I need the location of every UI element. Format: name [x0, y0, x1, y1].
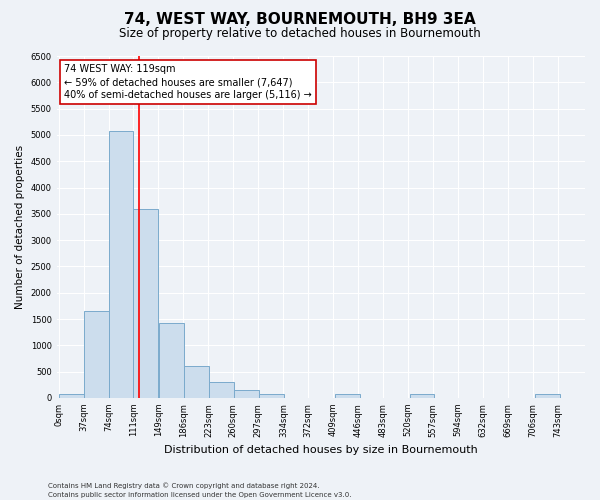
Bar [335, 394, 359, 398]
Text: 74 WEST WAY: 119sqm
← 59% of detached houses are smaller (7,647)
40% of semi-det: 74 WEST WAY: 119sqm ← 59% of detached ho… [64, 64, 312, 100]
Bar [259, 394, 284, 398]
Y-axis label: Number of detached properties: Number of detached properties [15, 145, 25, 309]
Bar [234, 390, 259, 398]
Bar [535, 394, 560, 398]
Bar [59, 394, 83, 398]
Text: Size of property relative to detached houses in Bournemouth: Size of property relative to detached ho… [119, 28, 481, 40]
Bar [184, 366, 209, 398]
X-axis label: Distribution of detached houses by size in Bournemouth: Distribution of detached houses by size … [164, 445, 478, 455]
Text: Contains HM Land Registry data © Crown copyright and database right 2024.: Contains HM Land Registry data © Crown c… [48, 482, 320, 489]
Bar [410, 394, 434, 398]
Bar [133, 209, 158, 398]
Bar [159, 322, 184, 398]
Bar [109, 131, 133, 398]
Text: Contains public sector information licensed under the Open Government Licence v3: Contains public sector information licen… [48, 492, 352, 498]
Bar [83, 311, 109, 398]
Bar [209, 382, 234, 398]
Text: 74, WEST WAY, BOURNEMOUTH, BH9 3EA: 74, WEST WAY, BOURNEMOUTH, BH9 3EA [124, 12, 476, 28]
